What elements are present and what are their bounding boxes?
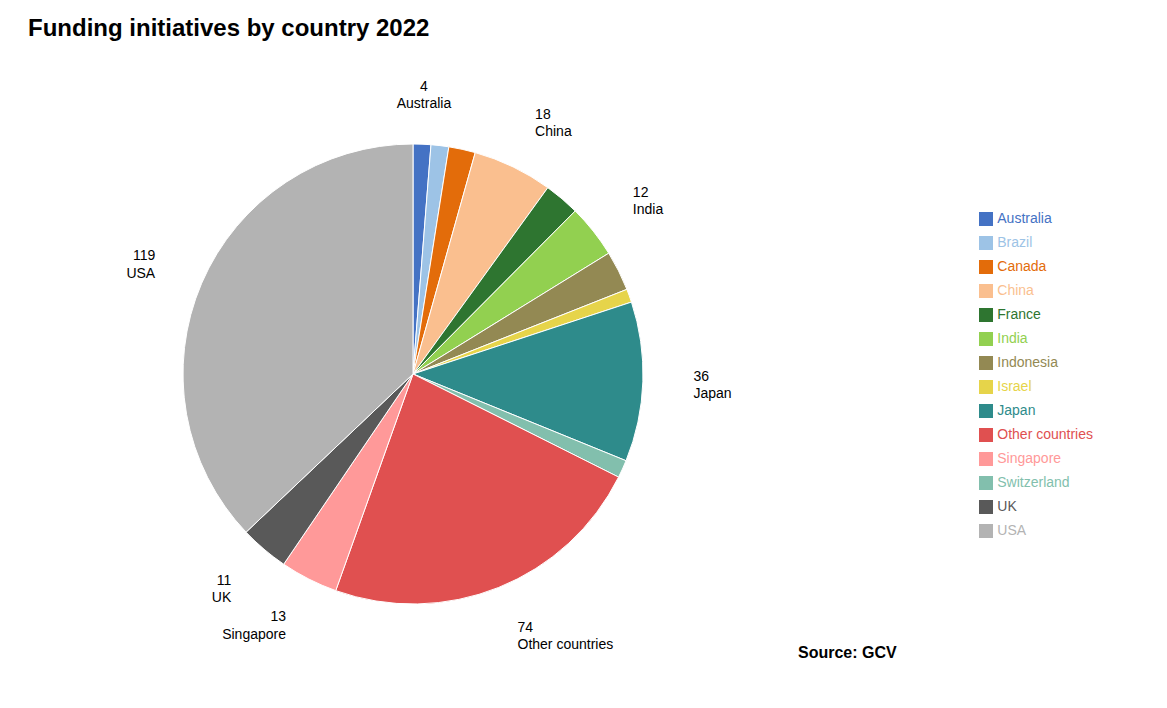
html-text:Brazil: Brazil [997,234,1033,250]
html-text:France: France [997,306,1041,322]
svg-text:36Japan: 36Japan [693,368,731,402]
svg-text:18China: 18China [535,106,572,139]
html-text:China: China [997,282,1034,298]
html-text:Switzerland: Switzerland [997,474,1070,490]
html-text:Japan: Japan [997,402,1036,418]
html-text:UK: UK [997,498,1017,514]
svg-text:13Singapore: 13Singapore [222,608,286,642]
html-text:Indonesia: Indonesia [997,354,1058,370]
html-text:India: India [997,330,1028,346]
svg-text:4Australia: 4Australia [397,78,452,112]
html-text:Source: GCV: Source: GCV [798,644,897,661]
html-text:Israel: Israel [997,378,1032,394]
html-text:Other countries: Other countries [997,426,1093,442]
svg-text:12India: 12India [633,184,664,218]
html-text:Canada: Canada [997,258,1047,274]
html-text:Funding initiatives by country: Funding initiatives by country 2022 [28,14,430,41]
html-text:Australia: Australia [997,210,1052,226]
svg-text:74Other countries: 74Other countries [518,619,614,653]
svg-text:119USA: 119USA [126,247,155,281]
html-text:Singapore: Singapore [997,450,1062,466]
svg-text:11UK: 11UK [212,572,232,606]
html-text:USA: USA [997,522,1027,538]
